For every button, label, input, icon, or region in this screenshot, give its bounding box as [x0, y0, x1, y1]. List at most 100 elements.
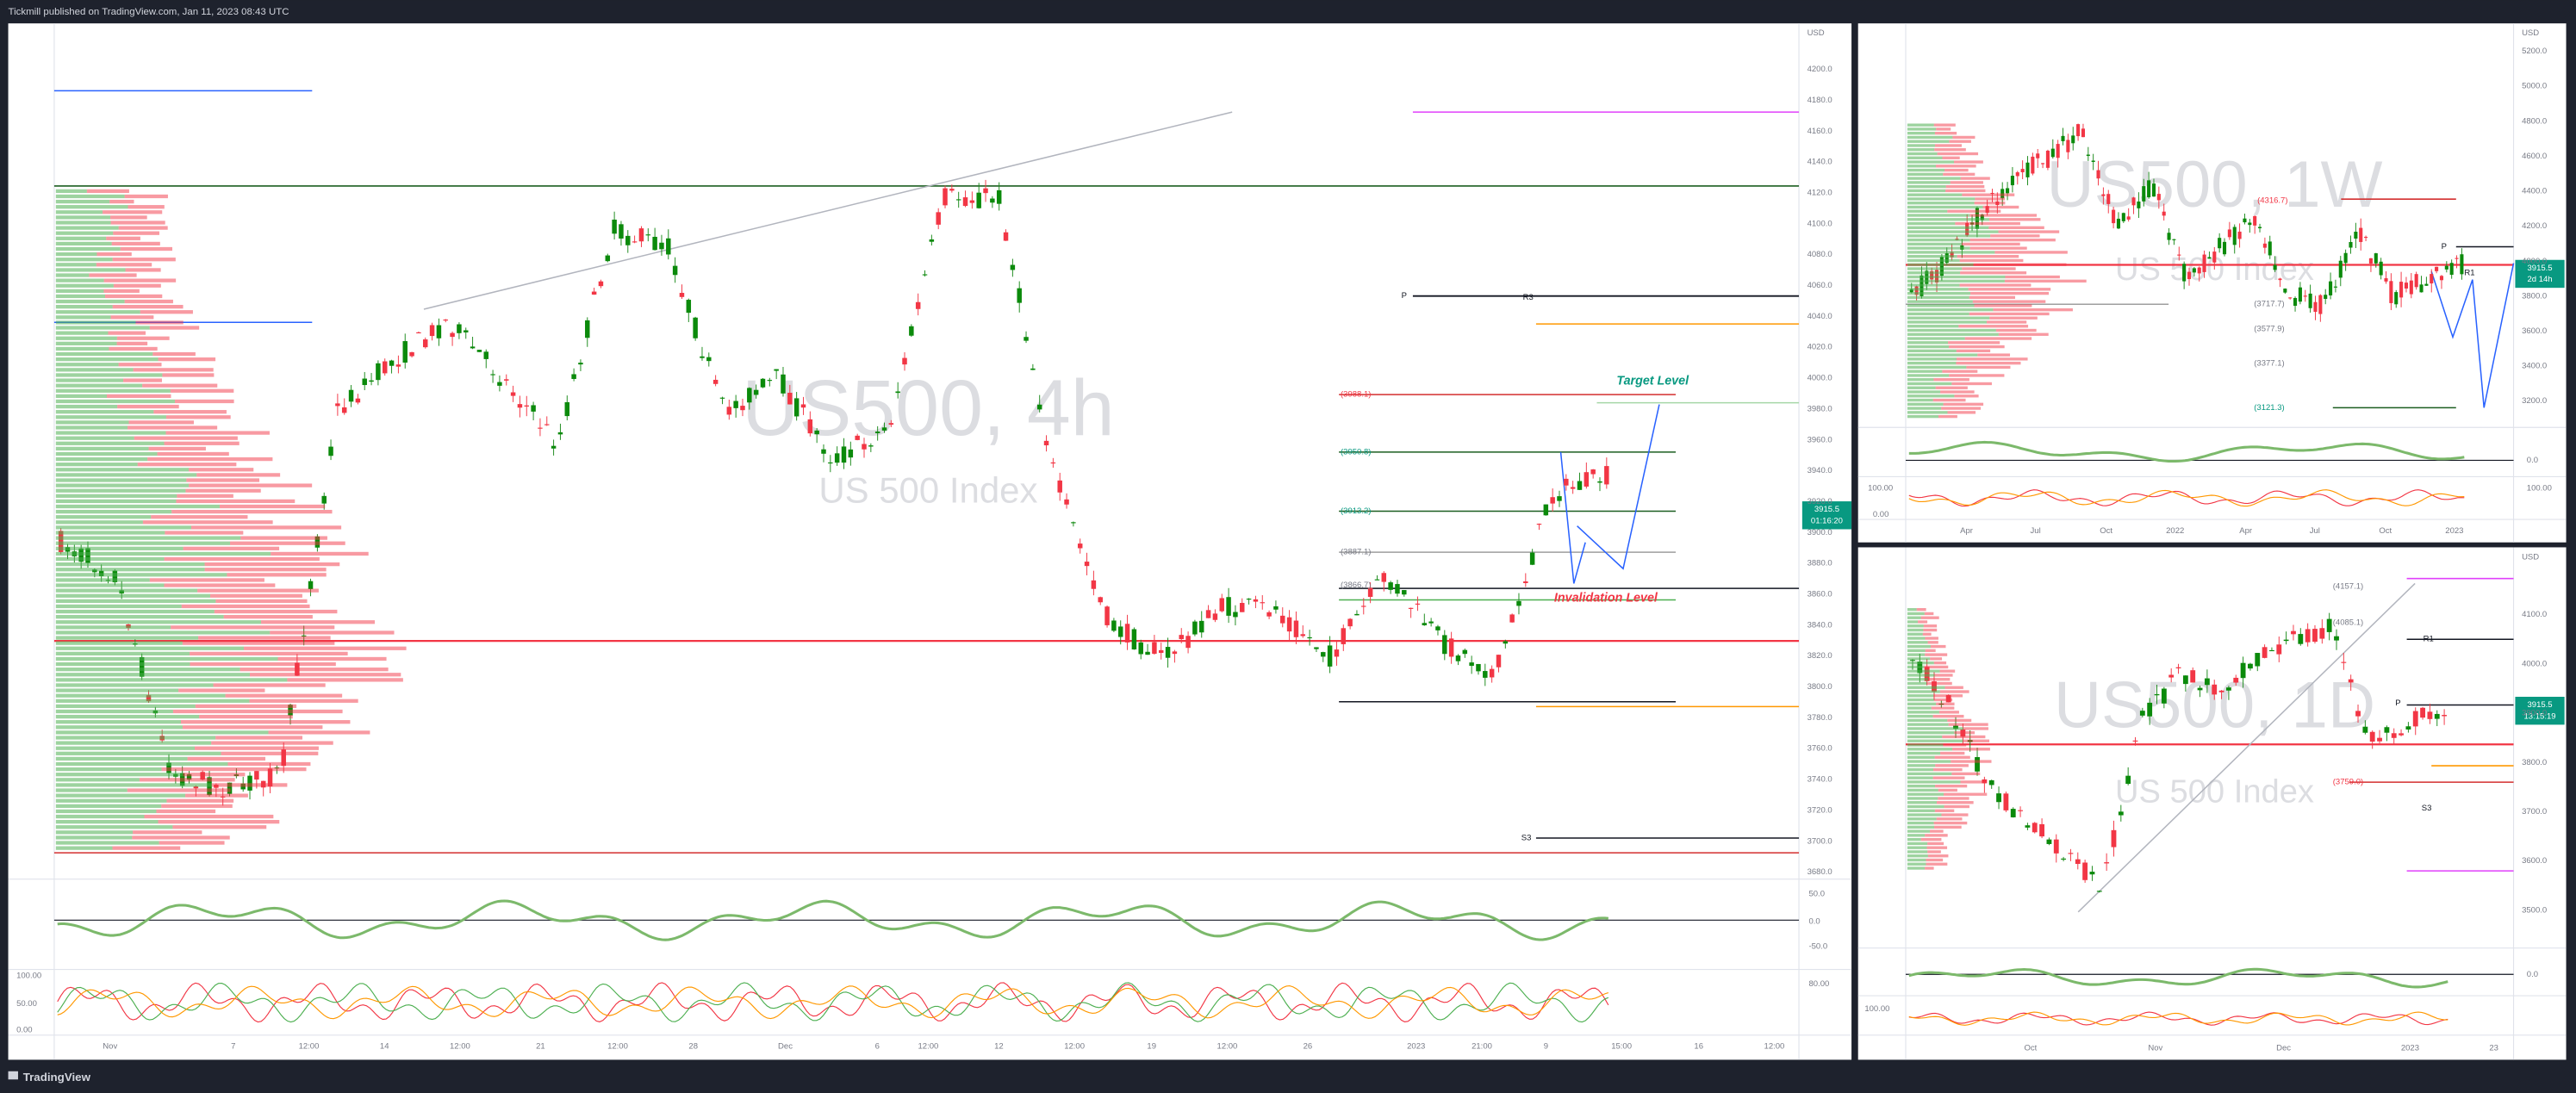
candle-body [2112, 209, 2116, 224]
candle-body [1557, 496, 1562, 501]
profile-bar [55, 830, 134, 835]
profile-bar [171, 509, 333, 514]
profile-bar [1936, 165, 1976, 168]
candle-body [1152, 642, 1157, 655]
profile-bar [1956, 361, 2021, 365]
profile-bar [197, 588, 319, 593]
candle-body [1036, 404, 1042, 410]
candle-body [2151, 183, 2156, 197]
candle-body [2068, 853, 2074, 854]
candle-body [2434, 713, 2440, 719]
profile-bar [1907, 612, 1925, 616]
profile-bar [1907, 411, 1948, 414]
profile-bar [1907, 731, 1955, 735]
candle-body [2039, 823, 2045, 837]
candle-body [2391, 733, 2397, 738]
profile-bar [55, 341, 117, 345]
profile-bar [1907, 657, 1931, 661]
candle-body [2318, 295, 2323, 314]
candle-body [700, 356, 705, 358]
price-axis-label: 3740.0 [1808, 775, 1832, 785]
profile-bar [1907, 637, 1926, 640]
profile-bar [198, 636, 331, 640]
profile-bar [1927, 641, 1938, 644]
candle-body [787, 393, 793, 405]
profile-bar [1907, 251, 1995, 254]
profile-bar [227, 761, 311, 767]
candle-body [2161, 688, 2167, 704]
indicator-axis-label: 0.00 [1873, 510, 1889, 519]
profile-bar [1907, 407, 1942, 410]
candle-body [1327, 645, 1333, 667]
profile-bar [1907, 295, 1969, 300]
profile-bar [1936, 702, 1955, 705]
candle-body [585, 320, 590, 338]
candle-body [2081, 128, 2086, 138]
profile-bar [1907, 374, 1950, 377]
candle-body [557, 432, 563, 435]
profile-bar [1907, 854, 1928, 858]
profile-bar [55, 373, 163, 377]
profile-bar [1907, 788, 1938, 792]
profile-bar [1993, 308, 2073, 312]
candle-body [1212, 613, 1218, 620]
candle-body [1347, 618, 1353, 627]
candle-body [936, 212, 941, 225]
candle-body [679, 293, 685, 297]
profile-bar [190, 651, 348, 656]
candle-body [996, 189, 1002, 204]
candle-body [733, 401, 738, 408]
profile-bar [55, 536, 241, 540]
candle-body [2131, 197, 2136, 206]
profile-bar [1907, 739, 1963, 742]
profile-bar [1907, 817, 1937, 821]
level-lines [53, 90, 1800, 854]
profile-bar [55, 578, 150, 582]
profile-bar [170, 388, 234, 393]
profile-bar [55, 215, 111, 220]
candle-body [1266, 612, 1272, 617]
profile-bar [185, 488, 261, 493]
candle-body [2348, 679, 2354, 683]
profile-bar [1907, 714, 1933, 718]
pivot-label: S3 [1521, 833, 1532, 842]
candle-body [2237, 231, 2242, 239]
profile-bar [1947, 209, 2001, 213]
candle-body [2379, 261, 2383, 276]
candle-body [1131, 629, 1137, 650]
candle-body [943, 188, 948, 206]
candle-body [186, 773, 192, 780]
candle-body [571, 374, 576, 379]
profile-bar [1907, 394, 1955, 398]
profile-bar [55, 825, 173, 829]
profile-bar [183, 773, 246, 777]
profile-bar [55, 630, 271, 635]
profile-bar [186, 478, 260, 482]
time-axis-label: 12 [994, 1042, 1004, 1052]
candle-body [2061, 858, 2067, 860]
profile-bar [1907, 784, 1936, 788]
candle-body [2298, 287, 2302, 302]
price-tag-countdown: 01:16:20 [1811, 516, 1843, 525]
candle-body [2374, 253, 2378, 264]
candle-body [369, 380, 374, 382]
profile-bar [1951, 760, 1992, 763]
price-axis-label: 4200.0 [2522, 221, 2547, 231]
profile-bar [1938, 797, 1969, 800]
profile-bar [1998, 332, 2049, 336]
candle-body [868, 445, 874, 447]
candle-body [301, 635, 307, 637]
candle-body [774, 369, 779, 371]
profile-bar [55, 736, 216, 740]
profile-bar [1907, 686, 1945, 689]
profile-bar [55, 304, 113, 309]
time-axis-label: Jul [2031, 526, 2041, 536]
candle-body [2262, 243, 2267, 248]
candle-body [1496, 655, 1502, 668]
profile-bar [55, 562, 205, 567]
candle-body [409, 351, 414, 357]
candle-body [1280, 615, 1285, 624]
profile-bar [1907, 846, 1927, 849]
time-axis-label: 16 [1694, 1042, 1703, 1052]
profile-bar [55, 346, 109, 351]
